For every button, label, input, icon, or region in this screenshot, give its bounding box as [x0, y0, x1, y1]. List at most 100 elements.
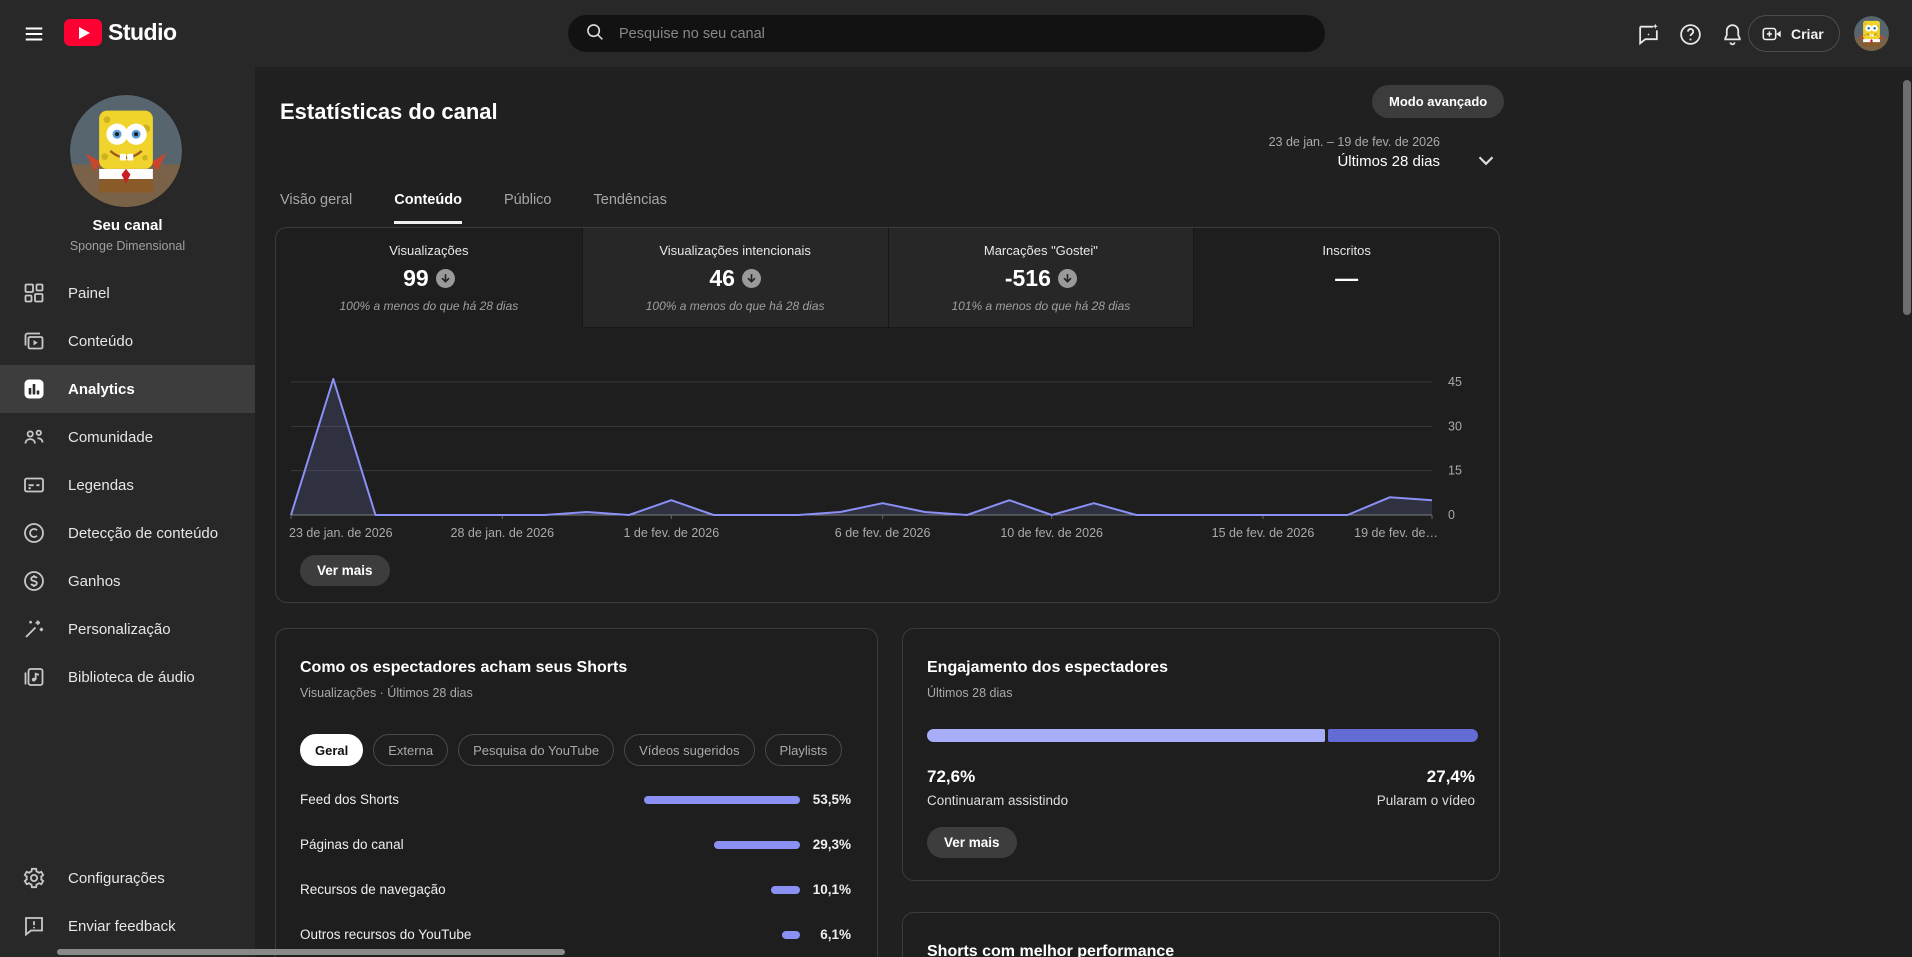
- engagement-see-more-button[interactable]: Ver mais: [927, 827, 1017, 858]
- account-avatar[interactable]: [1854, 16, 1889, 51]
- engagement-card-title: Engajamento dos espectadores: [927, 659, 1168, 676]
- metric-label: Inscritos: [1322, 243, 1371, 258]
- traffic-source-label: Recursos de navegação: [300, 882, 446, 897]
- feedback-comment-icon[interactable]: [1632, 18, 1664, 50]
- traffic-filter-chips: Geral Externa Pesquisa do YouTube Vídeos su…: [300, 734, 843, 766]
- chip-playlists[interactable]: Playlists: [764, 734, 843, 766]
- top-shorts-card-title: Shorts com melhor performance: [927, 943, 1175, 957]
- sidebar-item-personaliza-o[interactable]: Personalização: [0, 605, 255, 653]
- channel-handle: Sponge Dimensional: [69, 239, 186, 253]
- swiped-away-label: Pularam o vídeo: [1376, 793, 1475, 808]
- sidebar-item-label: Biblioteca de áudio: [68, 668, 195, 686]
- sidebar-item-analytics[interactable]: Analytics: [0, 365, 255, 413]
- engagement-card: Engajamento dos espectadores Últimos 28 …: [902, 628, 1500, 881]
- search-input[interactable]: [619, 25, 1259, 42]
- community-icon: [22, 425, 46, 449]
- sidebar-item-label: Legendas: [68, 476, 134, 494]
- traffic-row-feed-dos-shorts[interactable]: Feed dos Shorts 53,5%: [276, 777, 877, 822]
- notifications-bell-icon[interactable]: [1716, 18, 1748, 50]
- audio-library-icon: [22, 665, 46, 689]
- youtube-play-icon: [64, 19, 102, 46]
- menu-icon[interactable]: [14, 17, 54, 51]
- help-icon[interactable]: [1674, 18, 1706, 50]
- chip-externa[interactable]: Externa: [373, 734, 449, 766]
- traffic-card-subtitle: Visualizações · Últimos 28 dias: [300, 686, 473, 700]
- traffic-row-outros-recursos-do-youtube[interactable]: Outros recursos do YouTube 6,1%: [276, 912, 877, 957]
- sidebar-item-detec-o-de-conte-do[interactable]: Detecção de conteúdo: [0, 509, 255, 557]
- sidebar-item-comunidade[interactable]: Comunidade: [0, 413, 255, 461]
- engagement-card-subtitle: Últimos 28 dias: [927, 686, 1013, 700]
- channel-name: Seu canal: [92, 217, 163, 234]
- date-range-selector[interactable]: 23 de jan. – 19 de fev. de 2026 Últimos …: [1195, 135, 1440, 170]
- kept-watching-segment: [927, 729, 1325, 742]
- svg-text:19 de fev. de…: 19 de fev. de…: [1354, 526, 1438, 540]
- sidebar-nav: Painel Conteúdo Analytics Comunidade Legenda…: [0, 269, 255, 701]
- metric-card-visualiza-es-intencionais[interactable]: Visualizações intencionais 46 100% a menos…: [581, 228, 888, 328]
- analytics-tabs: Visão geral Conteúdo Público Tendências: [280, 192, 667, 224]
- traffic-rows: Feed dos Shorts 53,5% Páginas do canal 29,3…: [276, 777, 877, 957]
- sidebar-item-biblioteca-de-udio[interactable]: Biblioteca de áudio: [0, 653, 255, 701]
- traffic-row-recursos-de-navega-o[interactable]: Recursos de navegação 10,1%: [276, 867, 877, 912]
- sidebar-item-ganhos[interactable]: Ganhos: [0, 557, 255, 605]
- customize-icon: [22, 617, 46, 641]
- metric-card-marca-es-gostei-[interactable]: Marcações "Gostei" -516 101% a menos do qu…: [887, 228, 1194, 328]
- svg-text:15 de fev. de 2026: 15 de fev. de 2026: [1212, 526, 1315, 540]
- advanced-mode-button[interactable]: Modo avançado: [1372, 85, 1505, 118]
- tab-vis-o-geral[interactable]: Visão geral: [280, 192, 353, 208]
- tab-tend-ncias[interactable]: Tendências: [593, 192, 667, 208]
- see-more-button[interactable]: Ver mais: [300, 555, 390, 586]
- sidebar-item-legendas[interactable]: Legendas: [0, 461, 255, 509]
- metric-comparison: 101% a menos do que há 28 dias: [951, 299, 1131, 313]
- sidebar-item-painel[interactable]: Painel: [0, 269, 255, 317]
- svg-text:0: 0: [1448, 508, 1455, 522]
- metric-comparison: 100% a menos do que há 28 dias: [339, 299, 519, 313]
- tab-conte-do[interactable]: Conteúdo: [394, 192, 462, 224]
- metric-card-visualiza-es[interactable]: Visualizações 99 100% a menos do que há 28…: [276, 228, 582, 328]
- create-button[interactable]: Criar: [1748, 15, 1840, 52]
- swiped-away-segment: [1327, 729, 1478, 742]
- topbar: Studio Criar: [0, 0, 1912, 67]
- kept-watching-label: Continuaram assistindo: [927, 793, 1069, 808]
- chip-geral[interactable]: Geral: [300, 734, 364, 766]
- date-preset-text: Últimos 28 dias: [1337, 153, 1440, 170]
- vertical-scrollbar-thumb[interactable]: [1903, 80, 1911, 315]
- metric-cards-row: Visualizações 99 100% a menos do que há 28…: [276, 228, 1499, 328]
- create-video-icon: [1761, 23, 1783, 45]
- chevron-down-icon[interactable]: [1473, 147, 1499, 178]
- sidebar-item-label: Personalização: [68, 620, 171, 638]
- svg-text:23 de jan. de 2026: 23 de jan. de 2026: [289, 526, 393, 540]
- svg-text:45: 45: [1448, 375, 1462, 389]
- metric-card-inscritos[interactable]: Inscritos —: [1193, 228, 1499, 328]
- traffic-source-percent: 29,3%: [812, 837, 851, 852]
- sidebar-item-configura-es[interactable]: Configurações: [0, 854, 255, 902]
- search-icon: [584, 21, 605, 47]
- sidebar-item-label: Enviar feedback: [68, 917, 176, 935]
- chip-pesquisa-do-youtube[interactable]: Pesquisa do YouTube: [458, 734, 615, 766]
- sidebar-item-enviar-feedback[interactable]: Enviar feedback: [0, 902, 255, 950]
- traffic-source-percent: 6,1%: [820, 927, 851, 942]
- sidebar-item-label: Configurações: [68, 869, 165, 887]
- search-bar[interactable]: [568, 15, 1325, 52]
- tab-p-blico[interactable]: Público: [503, 192, 552, 208]
- traffic-sources-card: Como os espectadores acham seus Shorts V…: [275, 628, 878, 957]
- traffic-source-percent: 10,1%: [812, 882, 851, 897]
- sidebar: Seu canal Sponge Dimensional Painel Conte…: [0, 67, 255, 957]
- traffic-source-bar: [770, 885, 800, 894]
- copyright-icon: [22, 521, 46, 545]
- engagement-stacked-bar: [927, 729, 1478, 742]
- metric-label: Marcações "Gostei": [983, 243, 1098, 258]
- trend-down-icon: [741, 269, 761, 288]
- traffic-source-bar: [782, 930, 800, 939]
- chip-v-deos-sugeridos[interactable]: Vídeos sugeridos: [624, 734, 755, 766]
- youtube-studio-logo[interactable]: Studio: [64, 19, 177, 46]
- sidebar-item-conte-do[interactable]: Conteúdo: [0, 317, 255, 365]
- sidebar-item-label: Analytics: [68, 380, 135, 398]
- subtitles-icon: [22, 473, 46, 497]
- settings-icon: [22, 866, 46, 890]
- traffic-row-p-ginas-do-canal[interactable]: Páginas do canal 29,3%: [276, 822, 877, 867]
- horizontal-scrollbar-thumb[interactable]: [57, 949, 565, 955]
- sidebar-item-label: Ganhos: [68, 572, 121, 590]
- channel-avatar[interactable]: [70, 95, 182, 207]
- sidebar-footer-nav: Configurações Enviar feedback: [0, 854, 255, 950]
- date-range-text: 23 de jan. – 19 de fev. de 2026: [1268, 135, 1440, 149]
